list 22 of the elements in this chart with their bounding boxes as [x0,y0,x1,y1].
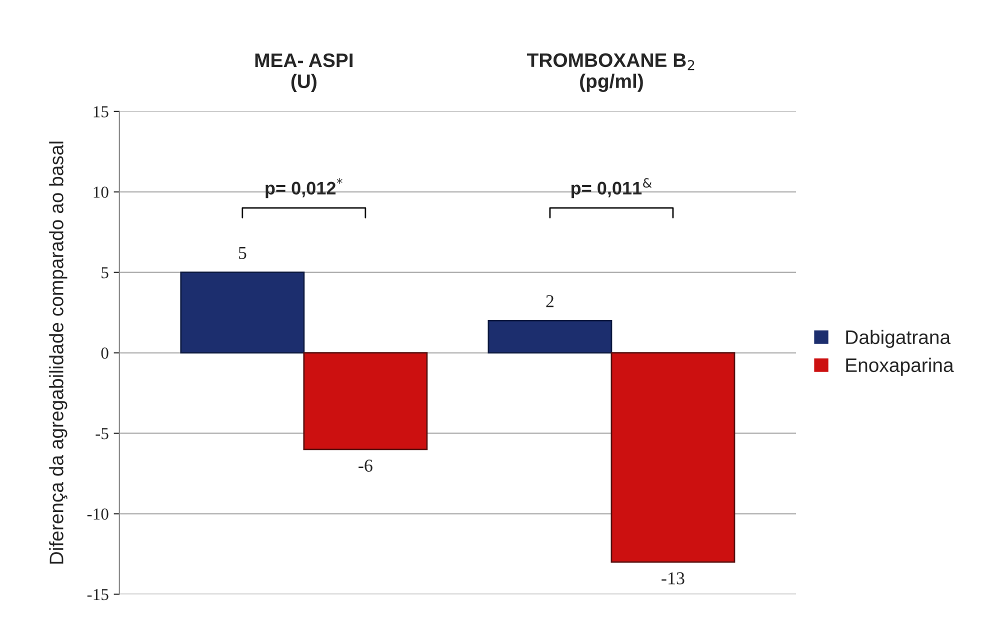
data-label: 2 [546,295,554,308]
bar [303,352,428,450]
y-tick-label: 10 [94,186,108,198]
data-label: -13 [662,572,684,584]
y-axis-title: Diferença da agregabilidade comparado ao basal [49,142,68,564]
y-tick-label: 15 [94,106,108,118]
bar [610,352,736,563]
y-tick-label: 5 [102,267,108,278]
y-tick-label: 0 [101,348,108,359]
category-label: TROMBOXANE B$_{2}$ (pg/ml) [527,53,694,92]
bar [180,272,305,354]
y-tick-label: -5 [96,428,108,440]
data-label: 5 [238,247,246,260]
y-tick-label: -10 [87,508,108,520]
annotation: p= 0,012$^{*}$ [266,178,342,198]
bar [488,320,612,354]
legend-label: Dabigatrana [846,330,951,348]
y-tick-label: -15 [87,589,108,600]
annotation: p= 0,011$^{&}$ [571,178,652,198]
x-tick-label: MEA- ASPI (U) [255,53,352,92]
legend-label: Enoxaparina [846,358,954,376]
data-label: -6 [358,460,372,472]
